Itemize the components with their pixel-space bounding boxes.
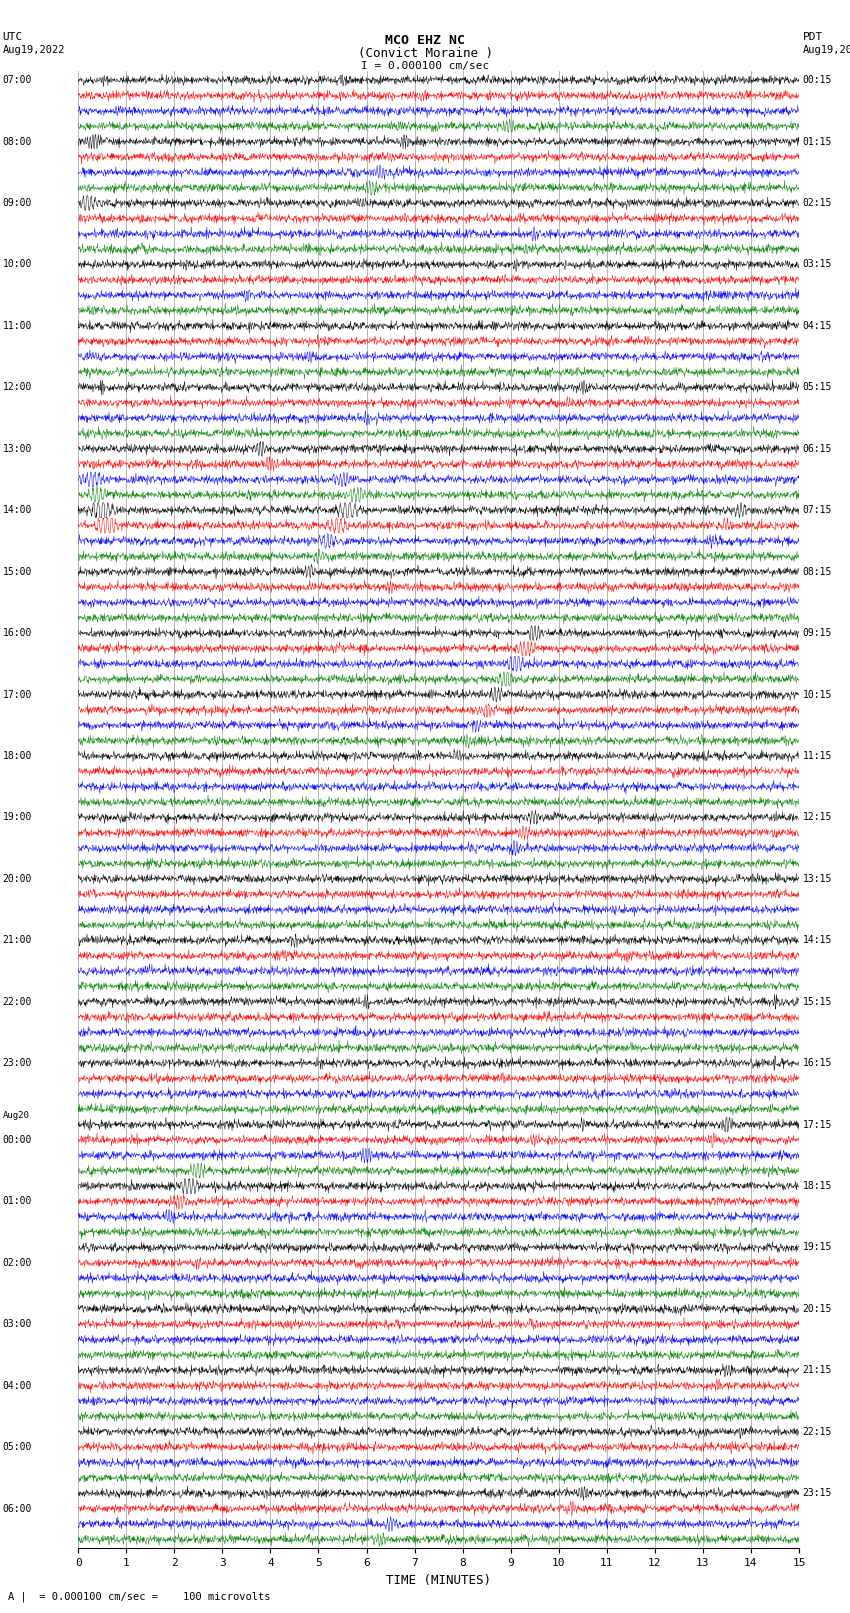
- Text: 05:00: 05:00: [3, 1442, 32, 1452]
- Text: 19:00: 19:00: [3, 813, 32, 823]
- Text: 18:15: 18:15: [802, 1181, 832, 1190]
- Text: UTC: UTC: [3, 32, 23, 42]
- Text: 07:00: 07:00: [3, 76, 32, 85]
- Text: 12:15: 12:15: [802, 813, 832, 823]
- Text: MCO EHZ NC: MCO EHZ NC: [385, 34, 465, 47]
- Text: 06:00: 06:00: [3, 1503, 32, 1513]
- Text: A |  = 0.000100 cm/sec =    100 microvolts: A | = 0.000100 cm/sec = 100 microvolts: [8, 1592, 271, 1602]
- Text: 08:15: 08:15: [802, 566, 832, 577]
- Text: (Convict Moraine ): (Convict Moraine ): [358, 47, 492, 60]
- Text: 01:15: 01:15: [802, 137, 832, 147]
- Text: 09:00: 09:00: [3, 198, 32, 208]
- Text: 00:00: 00:00: [3, 1136, 32, 1145]
- Text: 15:00: 15:00: [3, 566, 32, 577]
- Text: 21:15: 21:15: [802, 1365, 832, 1376]
- Text: 03:00: 03:00: [3, 1319, 32, 1329]
- Text: I = 0.000100 cm/sec: I = 0.000100 cm/sec: [361, 61, 489, 71]
- Text: 23:15: 23:15: [802, 1489, 832, 1498]
- Text: 23:00: 23:00: [3, 1058, 32, 1068]
- Text: 11:00: 11:00: [3, 321, 32, 331]
- Text: 13:15: 13:15: [802, 874, 832, 884]
- Text: 00:15: 00:15: [802, 76, 832, 85]
- Text: 22:00: 22:00: [3, 997, 32, 1007]
- Text: 10:15: 10:15: [802, 689, 832, 700]
- Text: 06:15: 06:15: [802, 444, 832, 453]
- Text: 17:00: 17:00: [3, 689, 32, 700]
- Text: 09:15: 09:15: [802, 627, 832, 639]
- Text: 02:15: 02:15: [802, 198, 832, 208]
- Text: 16:15: 16:15: [802, 1058, 832, 1068]
- Text: Aug19,2022: Aug19,2022: [802, 45, 850, 55]
- Text: 13:00: 13:00: [3, 444, 32, 453]
- Text: 20:00: 20:00: [3, 874, 32, 884]
- Text: 14:00: 14:00: [3, 505, 32, 515]
- X-axis label: TIME (MINUTES): TIME (MINUTES): [386, 1574, 491, 1587]
- Text: 22:15: 22:15: [802, 1428, 832, 1437]
- Text: 11:15: 11:15: [802, 752, 832, 761]
- Text: 01:00: 01:00: [3, 1197, 32, 1207]
- Text: 15:15: 15:15: [802, 997, 832, 1007]
- Text: 18:00: 18:00: [3, 752, 32, 761]
- Text: 04:00: 04:00: [3, 1381, 32, 1390]
- Text: 16:00: 16:00: [3, 627, 32, 639]
- Text: Aug19,2022: Aug19,2022: [3, 45, 65, 55]
- Text: PDT: PDT: [802, 32, 823, 42]
- Text: 02:00: 02:00: [3, 1258, 32, 1268]
- Text: 20:15: 20:15: [802, 1303, 832, 1315]
- Text: 07:15: 07:15: [802, 505, 832, 515]
- Text: Aug20: Aug20: [3, 1111, 30, 1119]
- Text: 04:15: 04:15: [802, 321, 832, 331]
- Text: 17:15: 17:15: [802, 1119, 832, 1129]
- Text: 08:00: 08:00: [3, 137, 32, 147]
- Text: 14:15: 14:15: [802, 936, 832, 945]
- Text: 21:00: 21:00: [3, 936, 32, 945]
- Text: 03:15: 03:15: [802, 260, 832, 269]
- Text: 12:00: 12:00: [3, 382, 32, 392]
- Text: 10:00: 10:00: [3, 260, 32, 269]
- Text: 19:15: 19:15: [802, 1242, 832, 1252]
- Text: 05:15: 05:15: [802, 382, 832, 392]
